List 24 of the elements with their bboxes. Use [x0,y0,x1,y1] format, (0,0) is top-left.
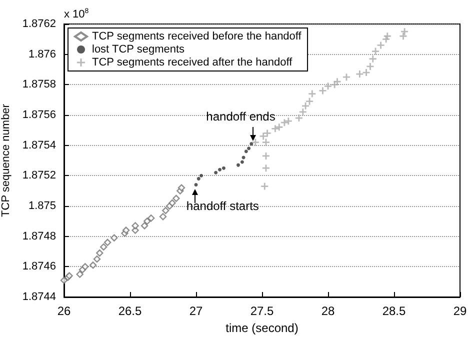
x-tick-label: 26 [57,304,71,318]
legend-label: TCP segments received after the handoff [92,56,294,68]
y-axis-title: TCP sequence number [0,104,12,217]
legend-label: lost TCP segments [92,44,186,56]
annotation: handoff ends [206,109,276,124]
x-tick-label: 26.5 [118,304,142,318]
y-tick-label: 1.8746 [22,260,56,273]
x-tick-label: 28.5 [382,304,406,318]
x-tick-label: 27.5 [250,304,274,318]
y-tick-label: 1.8762 [22,18,56,30]
y-tick-label: 1.875 [28,200,56,212]
y-tick-label: 1.8756 [22,109,56,121]
y-tick-label: 1.8758 [22,78,56,91]
x-axis-title: time (second) [226,320,298,335]
y-tick-label: 1.8744 [22,291,56,303]
x-tick-label: 27 [189,304,203,318]
y-tick-label: 1.8752 [22,170,56,182]
y-tick-label: 1.8748 [22,230,56,242]
x-tick-label: 28 [321,304,335,318]
y-tick-label: 1.876 [28,48,56,60]
legend-label: TCP segments received before the handoff [92,30,302,42]
x-tick-label: 29 [453,304,467,318]
y-tick-label: 1.8754 [22,139,56,152]
annotation: handoff starts [186,198,259,213]
